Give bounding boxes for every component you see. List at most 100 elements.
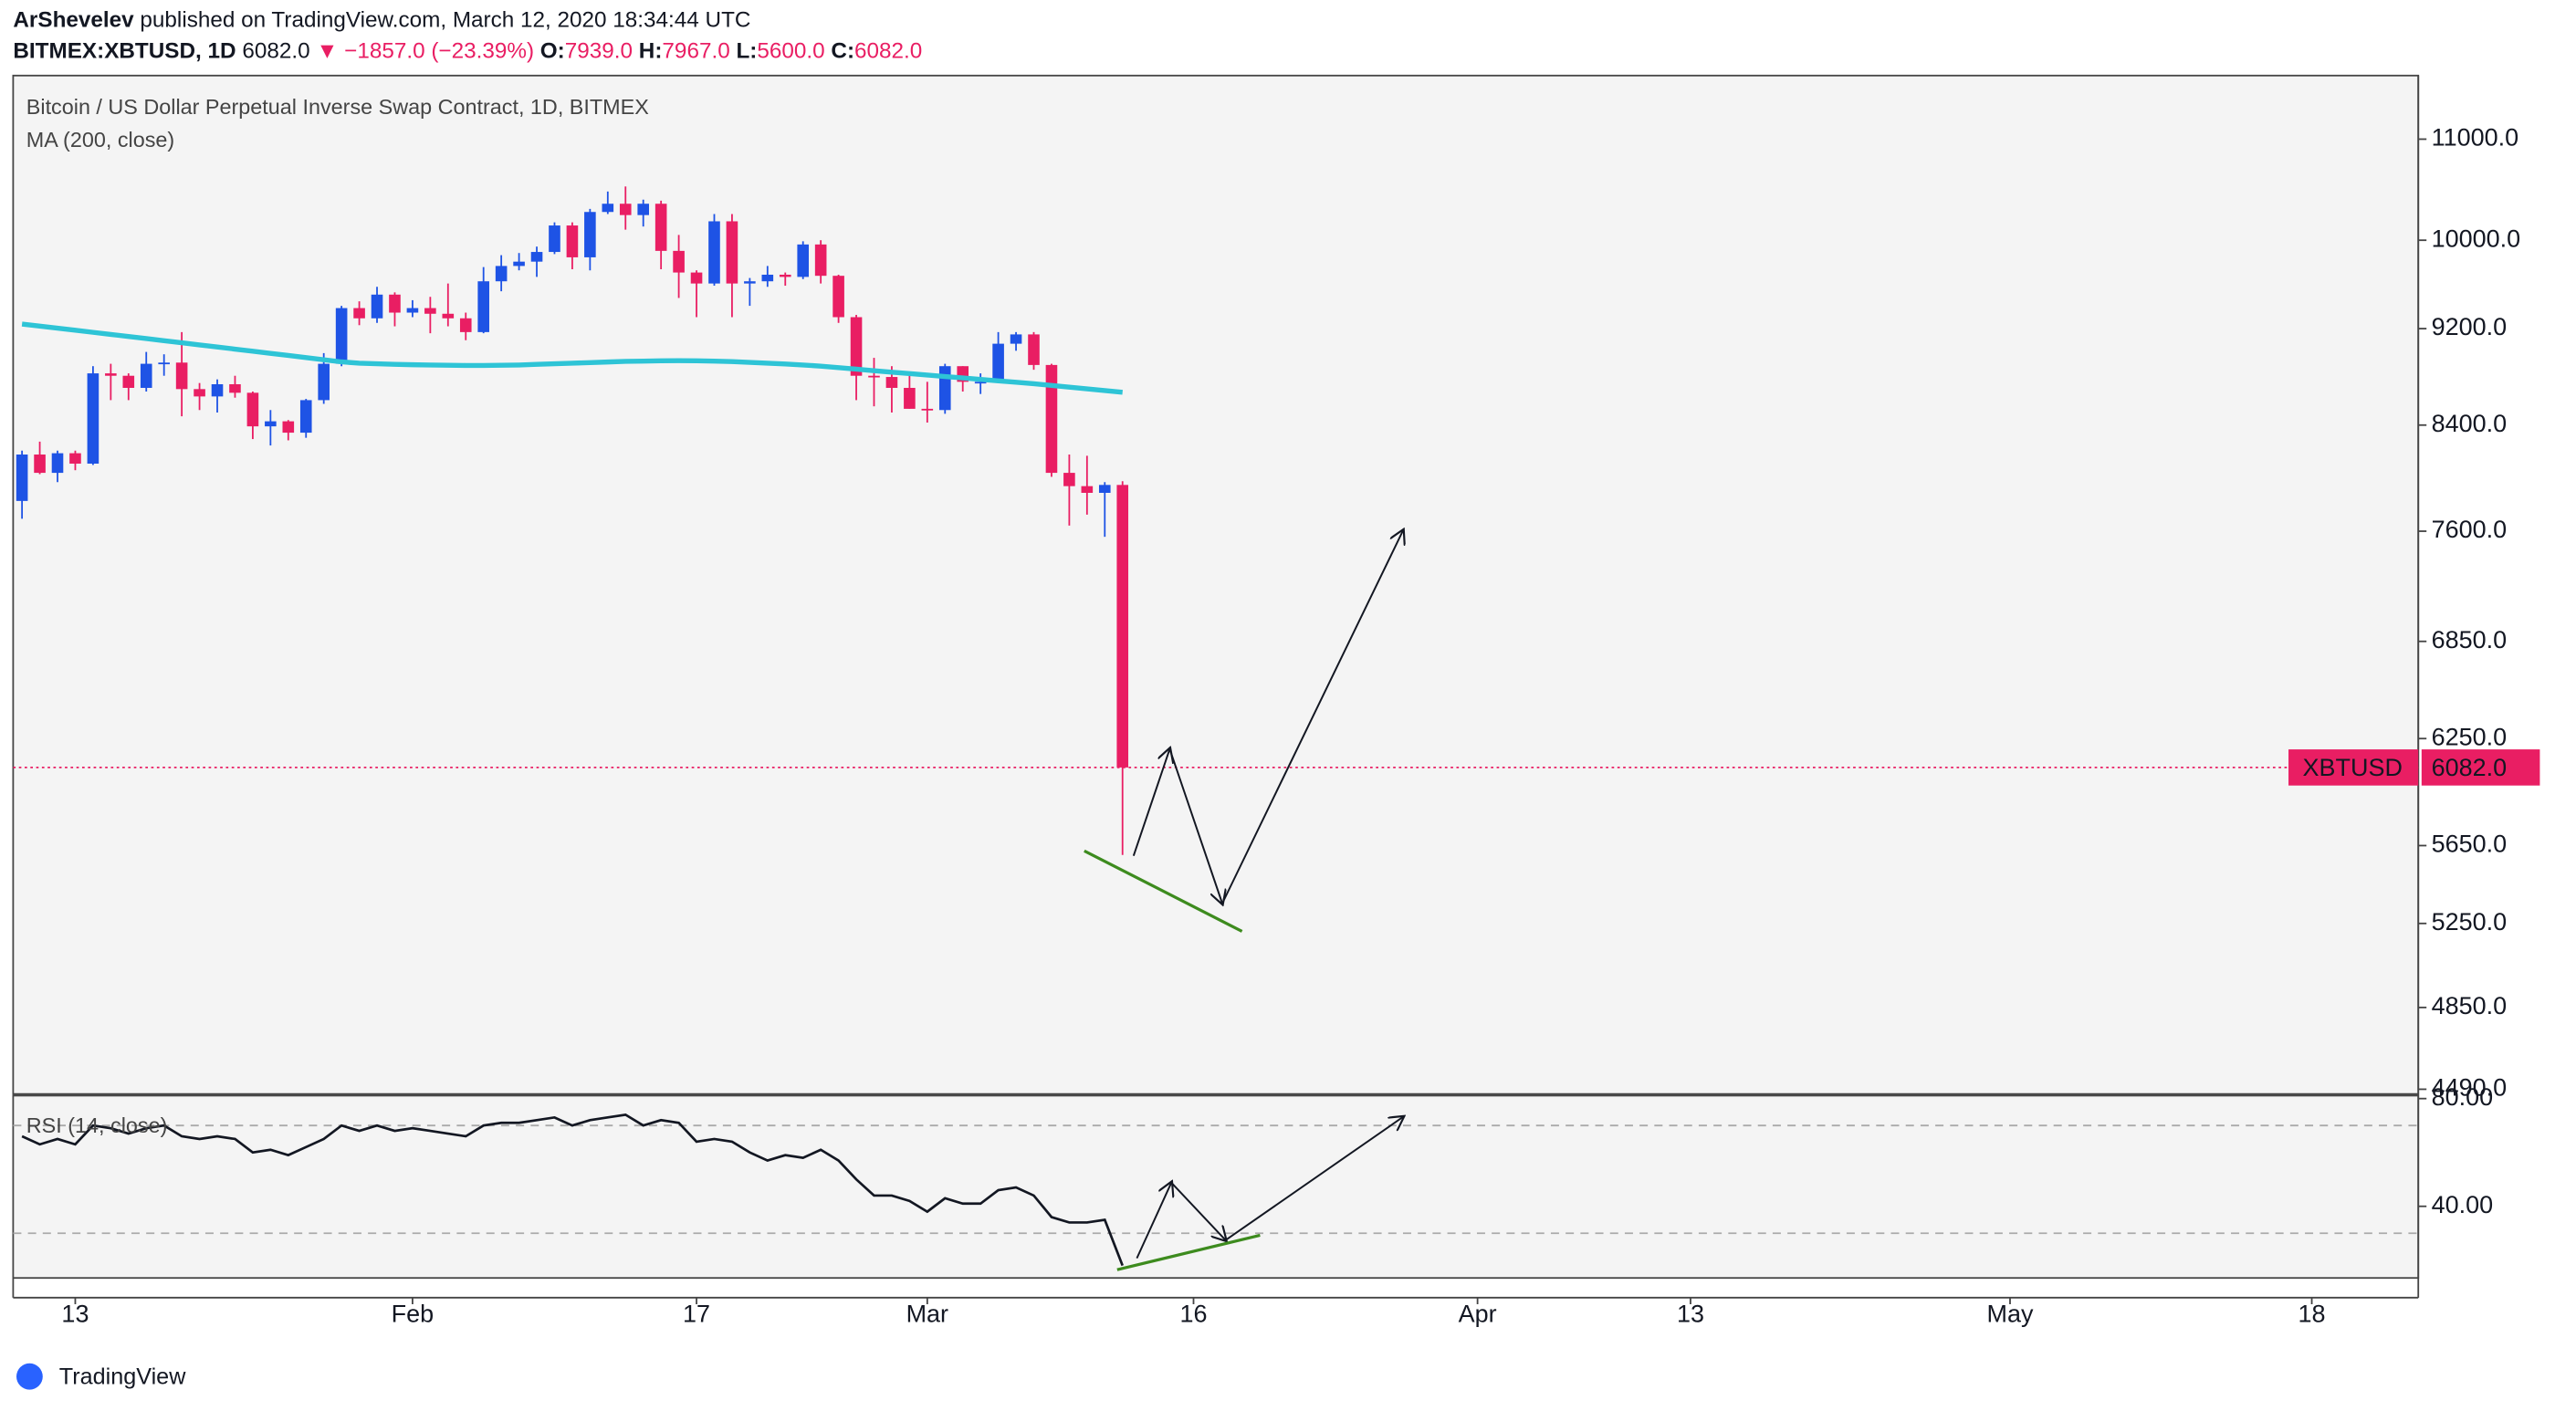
y-tick-label: 11000.0 xyxy=(2432,124,2519,152)
symbol-line: BITMEX:XBTUSD, 1D 6082.0 ▼ −1857.0 (−23.… xyxy=(13,39,922,64)
candle-body xyxy=(282,421,295,434)
candle-body xyxy=(353,308,365,319)
candle-body xyxy=(1098,485,1111,493)
x-tick-label: Mar xyxy=(906,1301,948,1328)
x-tick-label: 13 xyxy=(61,1301,89,1328)
candle-body xyxy=(51,453,64,474)
candle-body xyxy=(992,343,1004,382)
ohlc-h: 7967.0 xyxy=(662,39,729,64)
x-tick-label: 18 xyxy=(2299,1301,2326,1328)
rsi-line xyxy=(21,1113,1124,1267)
candle-body xyxy=(406,308,419,313)
y-tick-label: 10000.0 xyxy=(2432,225,2521,252)
candle-body xyxy=(424,308,436,314)
y-tick-label: 80.00 xyxy=(2432,1083,2494,1111)
x-tick-label: 13 xyxy=(1677,1301,1704,1328)
candle-body xyxy=(921,408,934,411)
arrow xyxy=(1225,1117,1403,1241)
candle-body xyxy=(726,221,738,284)
candle-body xyxy=(797,244,810,277)
price-badge xyxy=(2421,749,2540,786)
ohlc-c-label: C: xyxy=(831,39,854,64)
divergence-line xyxy=(1084,849,1243,933)
x-tick-label: Apr xyxy=(1459,1301,1497,1328)
arrow xyxy=(1170,1182,1225,1240)
ma-line xyxy=(21,321,1123,395)
symbol-badge xyxy=(2288,749,2419,786)
candle-body xyxy=(1028,334,1040,365)
brand: TradingView xyxy=(59,1364,186,1390)
y-tick-label: 40.00 xyxy=(2432,1191,2494,1218)
x-tick-label: 16 xyxy=(1179,1301,1207,1328)
arrow xyxy=(1221,530,1403,904)
candle-body xyxy=(530,252,543,262)
candle-body xyxy=(477,281,489,332)
candle-body xyxy=(371,294,383,319)
ohlc-h-label: H: xyxy=(639,39,663,64)
last: 6082.0 xyxy=(242,39,309,64)
candle-body xyxy=(389,294,401,313)
symbol-badge-label: XBTUSD xyxy=(2303,754,2403,781)
candle-body xyxy=(105,373,117,376)
arrow xyxy=(1132,749,1170,856)
candle-body xyxy=(868,375,880,378)
candle-body xyxy=(194,389,205,397)
candle-body xyxy=(1063,473,1075,486)
candle-body xyxy=(140,363,152,388)
candle-body xyxy=(1116,485,1129,768)
candle-body xyxy=(566,225,579,257)
candle-body xyxy=(246,392,259,427)
candle-body xyxy=(761,274,774,282)
candle-body xyxy=(974,381,987,384)
candle-body xyxy=(654,204,667,251)
candle-body xyxy=(495,266,508,282)
y-tick-label: 8400.0 xyxy=(2432,410,2508,437)
candle-body xyxy=(87,373,99,465)
candle-body xyxy=(938,366,951,411)
ohlc-o-label: O: xyxy=(540,39,565,64)
y-tick-label: 5250.0 xyxy=(2432,908,2508,935)
divergence-line xyxy=(1116,1233,1261,1271)
candle-body xyxy=(814,244,827,277)
ohlc-l: 5600.0 xyxy=(757,39,824,64)
rsi-panel xyxy=(12,1094,2420,1280)
logo-icon xyxy=(16,1363,43,1390)
candle-body xyxy=(335,308,348,364)
candle-body xyxy=(904,387,916,409)
candle-body xyxy=(602,204,614,213)
y-tick-label: 7600.0 xyxy=(2432,516,2508,543)
candle-body xyxy=(265,421,277,427)
ohlc-o: 7939.0 xyxy=(565,39,633,64)
chart-layer: 11000.0 10000.0 9200.0 8400.0 7600.0 6850.0 62… xyxy=(13,124,2540,1328)
ohlc-l-label: L: xyxy=(736,39,757,64)
price-title: Bitcoin / US Dollar Perpetual Inverse Sw… xyxy=(26,95,649,119)
candle-body xyxy=(459,318,472,332)
published: published on TradingView.com, March 12, … xyxy=(140,8,750,33)
annotations xyxy=(1084,530,1403,1271)
candle-body xyxy=(1081,486,1094,493)
candle-body xyxy=(211,383,224,397)
candle-body xyxy=(690,272,703,284)
candle-body xyxy=(299,400,312,434)
candle-body xyxy=(1010,334,1022,344)
y-tick-label: 5650.0 xyxy=(2432,831,2508,858)
y-tick-label: 4490.0 xyxy=(2432,1074,2508,1102)
candle-body xyxy=(832,276,844,318)
x-tick-label: May xyxy=(1986,1301,2033,1328)
publisher: ArShevelev xyxy=(13,8,134,33)
candle-body xyxy=(175,362,188,390)
candle-body xyxy=(513,261,525,267)
candle-body xyxy=(69,453,81,465)
candle-body xyxy=(850,317,863,376)
candle-body xyxy=(885,377,898,388)
candle-body xyxy=(229,383,241,393)
candle-body xyxy=(1045,364,1058,474)
arrow xyxy=(1136,1183,1171,1259)
price-panel xyxy=(12,74,2420,1095)
candle-body xyxy=(34,455,46,474)
candle-body xyxy=(158,362,170,365)
candle-body xyxy=(744,281,756,284)
candle-body xyxy=(673,250,685,273)
